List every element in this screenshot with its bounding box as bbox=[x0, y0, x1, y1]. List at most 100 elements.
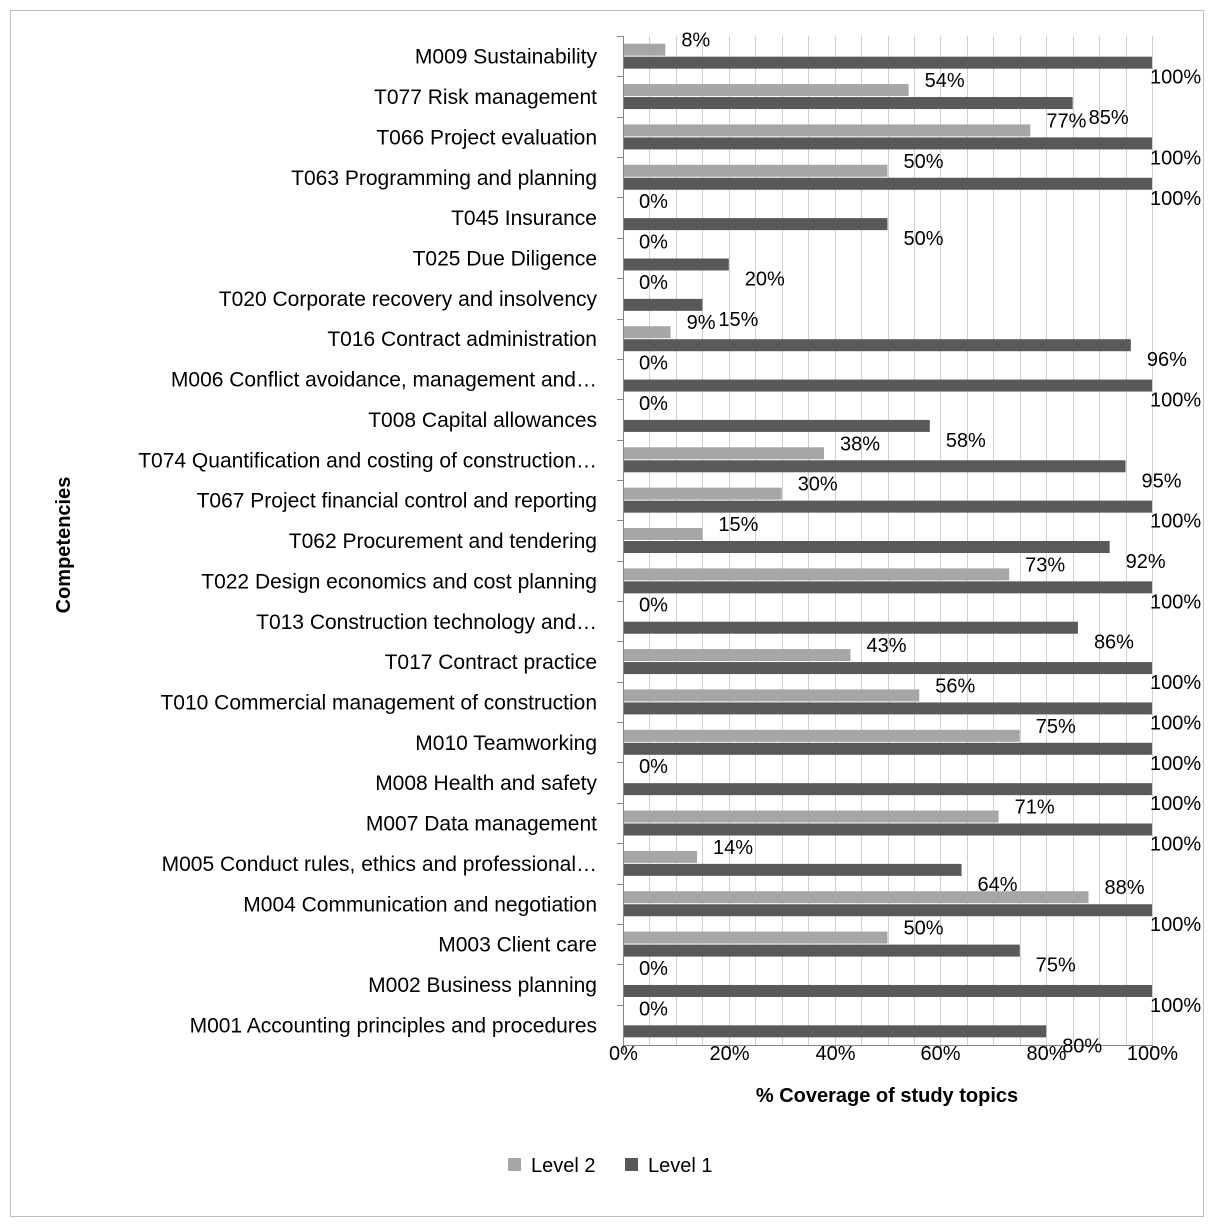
data-label-level-2: 38% bbox=[840, 433, 880, 455]
bar-level-2 bbox=[623, 487, 782, 500]
data-label-level-1: 100% bbox=[1150, 188, 1201, 210]
bar-level-1 bbox=[623, 904, 1152, 917]
bars bbox=[623, 43, 1152, 1038]
bar-level-1 bbox=[623, 379, 1152, 392]
legend-label-level-1: Level 1 bbox=[648, 1155, 713, 1177]
data-label-level-2: 50% bbox=[904, 151, 944, 173]
legend: Level 2 Level 1 bbox=[508, 1155, 713, 1177]
bar-level-1 bbox=[623, 783, 1152, 796]
data-label-level-2: 0% bbox=[639, 353, 668, 375]
data-label-level-1: 100% bbox=[1150, 712, 1201, 734]
category-label: T045 Insurance bbox=[451, 207, 597, 230]
data-label-level-1: 100% bbox=[1150, 591, 1201, 613]
data-label-level-2: 8% bbox=[681, 30, 710, 52]
category-label: M008 Health and safety bbox=[375, 772, 597, 795]
data-label-level-1: 15% bbox=[718, 309, 758, 331]
bar-level-1 bbox=[623, 56, 1152, 69]
bar-level-1 bbox=[623, 298, 703, 311]
bar-level-2 bbox=[623, 528, 703, 540]
data-label-level-1: 58% bbox=[946, 430, 986, 452]
category-label: M002 Business planning bbox=[368, 974, 597, 997]
category-label: M004 Communication and negotiation bbox=[243, 893, 597, 916]
category-label: T063 Programming and planning bbox=[291, 167, 597, 190]
data-label-level-1: 100% bbox=[1150, 390, 1201, 412]
axes: 0% 20% 40% 60% 80% 100% M009 Sustainability T07… bbox=[138, 36, 1178, 1065]
category-label: T020 Corporate recovery and insolvency bbox=[219, 288, 598, 311]
data-label-level-2: 14% bbox=[713, 837, 753, 859]
data-label-level-1: 75% bbox=[1036, 955, 1076, 977]
bar-level-1 bbox=[623, 742, 1152, 755]
data-label-level-2: 50% bbox=[904, 918, 944, 940]
category-label: M007 Data management bbox=[366, 813, 597, 836]
data-label-level-2: 0% bbox=[639, 595, 668, 617]
data-label-level-2: 88% bbox=[1105, 877, 1145, 899]
data-label-level-2: 75% bbox=[1036, 716, 1076, 738]
data-label-level-2: 71% bbox=[1015, 797, 1055, 819]
bar-level-1 bbox=[623, 419, 930, 432]
chart-frame bbox=[10, 10, 1204, 1217]
data-label-level-2: 0% bbox=[639, 191, 668, 213]
data-label-level-2: 0% bbox=[639, 231, 668, 253]
bar-level-1 bbox=[623, 339, 1131, 352]
data-label-level-1: 100% bbox=[1150, 511, 1201, 533]
data-label-level-1: 95% bbox=[1142, 470, 1182, 492]
bar-level-1 bbox=[623, 621, 1078, 634]
bar-level-2 bbox=[623, 84, 909, 97]
data-label-level-2: 43% bbox=[866, 635, 906, 657]
data-label-level-2: 56% bbox=[935, 675, 975, 697]
data-label-level-1: 50% bbox=[904, 228, 944, 250]
bar-level-2 bbox=[623, 729, 1020, 742]
bar-level-2 bbox=[623, 164, 888, 177]
category-label: M003 Client care bbox=[438, 934, 597, 957]
category-label: T077 Risk management bbox=[374, 86, 597, 109]
bar-level-1 bbox=[623, 1025, 1047, 1038]
bar-level-2 bbox=[623, 568, 1010, 581]
bar-level-1 bbox=[623, 177, 1152, 190]
category-label: M009 Sustainability bbox=[415, 46, 598, 69]
x-tick-label: 80% bbox=[1026, 1043, 1066, 1065]
bar-level-1 bbox=[623, 258, 729, 271]
bar-level-2 bbox=[623, 447, 825, 460]
data-label-level-2: 54% bbox=[925, 70, 965, 92]
y-axis-title: Competencies bbox=[53, 477, 75, 614]
bar-level-1 bbox=[623, 823, 1152, 836]
bar-level-2 bbox=[623, 891, 1089, 904]
category-label: M010 Teamworking bbox=[415, 732, 597, 755]
x-tick-label: 20% bbox=[709, 1043, 749, 1065]
bar-level-1 bbox=[623, 662, 1152, 675]
category-label: T016 Contract administration bbox=[327, 328, 597, 351]
grid-lines bbox=[649, 36, 1153, 1045]
data-label-level-1: 92% bbox=[1126, 551, 1166, 573]
data-label-level-2: 30% bbox=[798, 474, 838, 496]
legend-swatch-level-2 bbox=[508, 1158, 521, 1171]
bar-level-1 bbox=[623, 944, 1020, 957]
category-label: T022 Design economics and cost planning bbox=[201, 570, 597, 593]
bar-level-1 bbox=[623, 863, 962, 876]
legend-swatch-level-1 bbox=[625, 1158, 638, 1171]
data-label-level-1: 100% bbox=[1150, 834, 1201, 856]
data-label-level-2: 0% bbox=[639, 958, 668, 980]
x-tick-label: 40% bbox=[815, 1043, 855, 1065]
data-label-level-1: 96% bbox=[1147, 349, 1187, 371]
bar-level-1 bbox=[623, 702, 1152, 715]
data-label-level-2: 0% bbox=[639, 393, 668, 415]
bar-level-2 bbox=[623, 689, 920, 702]
category-label: T008 Capital allowances bbox=[368, 409, 597, 432]
category-label: T067 Project financial control and repor… bbox=[197, 490, 597, 513]
data-label-level-2: 0% bbox=[639, 998, 668, 1020]
category-label: M001 Accounting principles and procedure… bbox=[190, 1014, 597, 1037]
x-tick-label: 100% bbox=[1127, 1043, 1178, 1065]
bar-level-1 bbox=[623, 581, 1152, 594]
category-label: M005 Conduct rules, ethics and professio… bbox=[162, 853, 597, 876]
data-label-level-1: 86% bbox=[1094, 632, 1134, 654]
data-label-level-2: 15% bbox=[718, 514, 758, 536]
data-label-level-2: 73% bbox=[1025, 554, 1065, 576]
bar-level-1 bbox=[623, 984, 1152, 997]
data-label-level-1: 80% bbox=[1062, 1035, 1102, 1057]
data-label-level-1: 85% bbox=[1089, 107, 1129, 129]
category-label: T010 Commercial management of constructi… bbox=[160, 691, 597, 714]
bar-level-2 bbox=[623, 124, 1031, 137]
bar-level-1 bbox=[623, 97, 1073, 110]
data-label-level-1: 100% bbox=[1150, 753, 1201, 775]
category-label: M006 Conflict avoidance, management and… bbox=[171, 369, 597, 392]
